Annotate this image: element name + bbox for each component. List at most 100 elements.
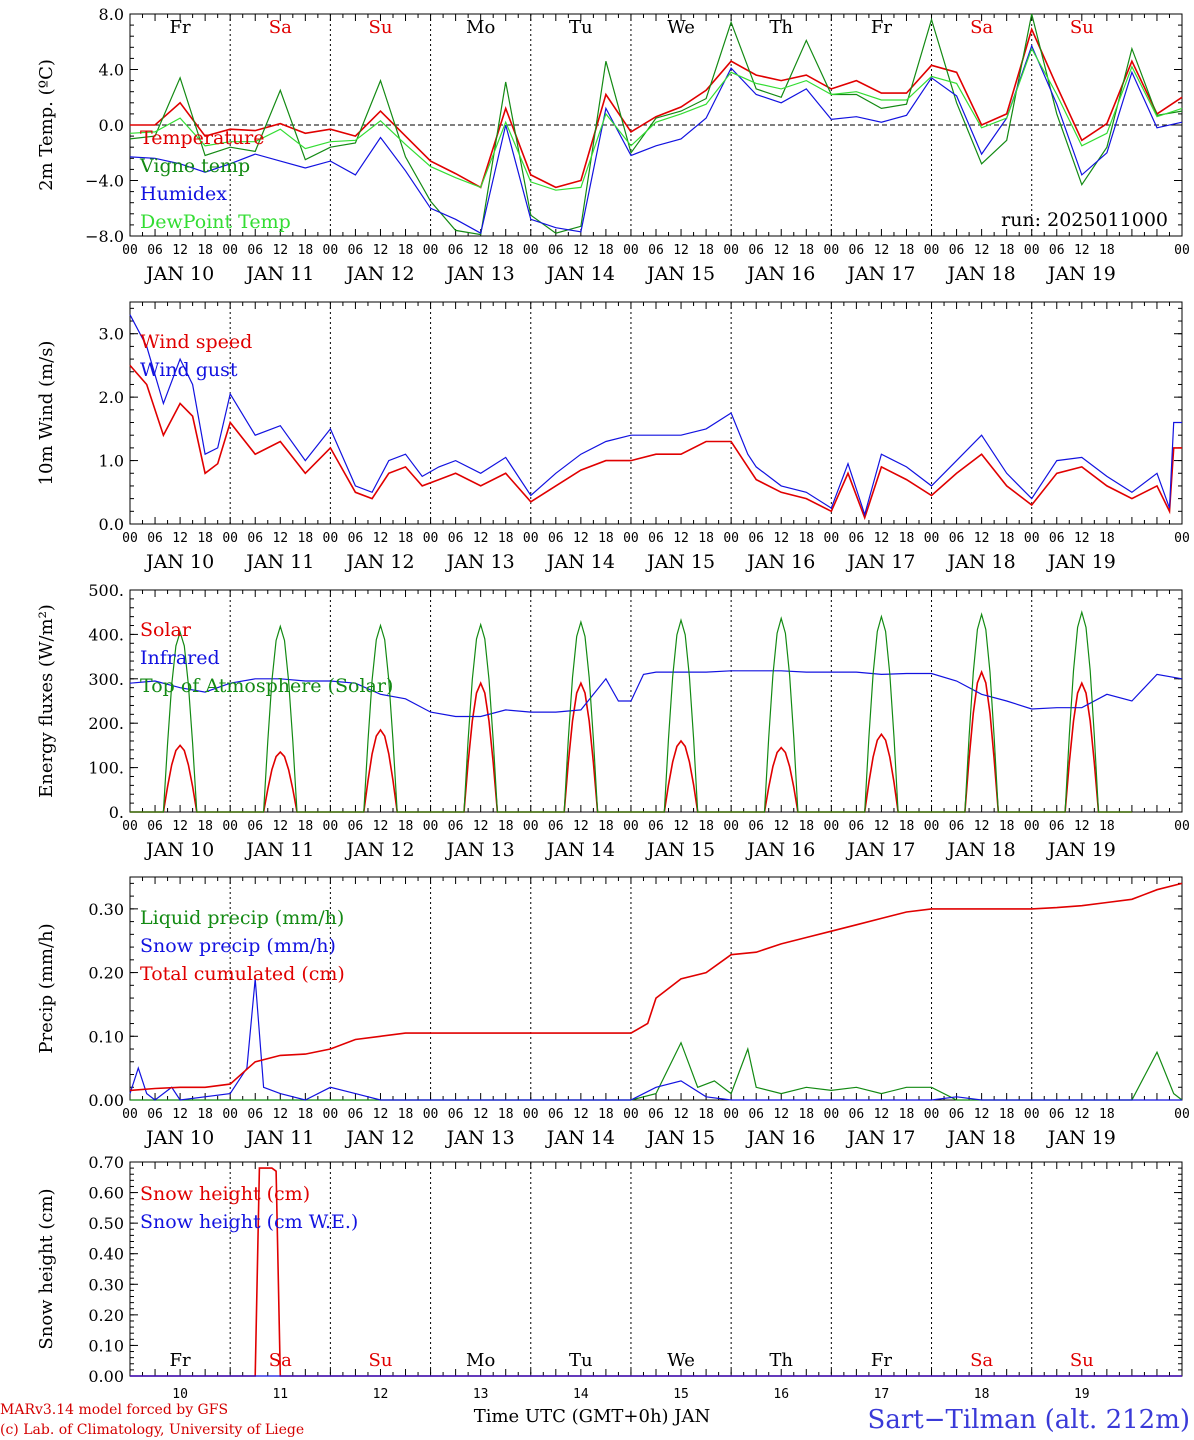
x-day-label: JAN 16 (745, 263, 815, 285)
x-day-label: JAN 12 (344, 263, 414, 285)
x-hour-label: 12 (1074, 531, 1090, 546)
x-day-label: JAN 18 (946, 263, 1016, 285)
x-hour-label: 12 (874, 1107, 890, 1122)
x-day-label: JAN 17 (845, 1127, 915, 1149)
x-hour-label: 00 (1174, 243, 1190, 258)
x-hour-label: 00 (523, 819, 539, 834)
x-hour-label: 06 (748, 819, 764, 834)
x-day-label: JAN 15 (645, 551, 715, 573)
x-hour-label: 06 (247, 243, 263, 258)
x-day-number: 11 (272, 1387, 288, 1402)
legend-entry: Top of Atmosphere (Solar) (140, 675, 393, 697)
x-hour-label: 06 (448, 531, 464, 546)
weekday-label: Sa (269, 17, 292, 38)
x-day-label: JAN 13 (445, 839, 515, 861)
x-hour-label: 12 (473, 1107, 489, 1122)
weekday-label: Tu (569, 1350, 593, 1371)
y-tick-label: 2.0 (99, 388, 124, 407)
x-hour-label: 00 (222, 819, 238, 834)
weekday-label: Th (769, 1350, 793, 1371)
x-hour-label: 00 (423, 531, 439, 546)
x-hour-label: 00 (523, 243, 539, 258)
x-day-number: 14 (573, 1387, 589, 1402)
x-hour-label: 00 (824, 1107, 840, 1122)
x-hour-label: 06 (1049, 243, 1065, 258)
y-tick-label: 200. (88, 714, 124, 733)
y-axis-label: Precip (mm/h) (36, 923, 57, 1053)
legend-entry: Wind speed (140, 331, 252, 353)
x-hour-label: 18 (498, 531, 514, 546)
series-line-wind-speed (129, 364, 1182, 521)
x-hour-label: 00 (122, 1107, 138, 1122)
x-hour-label: 12 (373, 819, 389, 834)
x-hour-label: 18 (598, 1107, 614, 1122)
x-hour-label: 12 (773, 531, 789, 546)
x-hour-label: 18 (398, 819, 414, 834)
y-tick-label: 0.0 (99, 116, 124, 135)
x-hour-label: 12 (874, 531, 890, 546)
y-tick-label: 1.0 (99, 452, 124, 471)
legend-entry: Vigne temp (139, 155, 250, 177)
weekday-label: Su (369, 1350, 393, 1371)
series-line-total-cumulated-cm- (129, 882, 1183, 1092)
x-hour-label: 18 (698, 819, 714, 834)
x-hour-label: 12 (172, 531, 188, 546)
x-hour-label: 12 (272, 531, 288, 546)
plot-frame (129, 589, 1183, 813)
weekday-label: We (667, 17, 695, 38)
x-hour-label: 12 (172, 819, 188, 834)
x-hour-label: 18 (899, 243, 915, 258)
x-hour-label: 12 (573, 1107, 589, 1122)
x-hour-label: 18 (598, 819, 614, 834)
x-hour-label: 06 (548, 531, 564, 546)
x-hour-label: 00 (924, 819, 940, 834)
x-day-label: JAN 16 (745, 551, 815, 573)
x-hour-label: 06 (147, 531, 163, 546)
x-hour-label: 18 (1099, 531, 1115, 546)
y-tick-label: 0.10 (88, 1027, 124, 1046)
x-hour-label: 18 (298, 1107, 314, 1122)
weekday-label: Su (369, 17, 393, 38)
series-line-liquid-precip-mm-h- (130, 1041, 1183, 1101)
x-hour-label: 18 (197, 531, 213, 546)
x-day-label: JAN 14 (545, 263, 615, 285)
x-hour-label: 06 (949, 819, 965, 834)
panel-energy: 0. 100. 200. 300. 400. 500. Energy fluxes (W/m… (36, 581, 1190, 861)
x-hour-label: 18 (1099, 1107, 1115, 1122)
x-hour-label: 06 (147, 243, 163, 258)
x-hour-label: 18 (999, 243, 1015, 258)
x-hour-label: 06 (247, 819, 263, 834)
x-day-label: JAN 13 (445, 263, 515, 285)
x-hour-label: 00 (723, 819, 739, 834)
x-hour-label: 06 (1049, 1107, 1065, 1122)
x-hour-label: 06 (949, 531, 965, 546)
x-day-label: JAN 19 (1046, 263, 1116, 285)
x-hour-label: 00 (924, 243, 940, 258)
legend-entry: Total cumulated (cm) (140, 963, 345, 985)
weekday-label: Tu (569, 17, 593, 38)
x-day-number: 10 (172, 1387, 188, 1402)
y-tick-label: 0. (109, 803, 124, 822)
x-hour-label: 12 (272, 243, 288, 258)
x-hour-label: 12 (1074, 243, 1090, 258)
x-hour-label: 06 (448, 243, 464, 258)
panel-precip: 0.00 0.10 0.20 0.30 Precip (mm/h) Liquid prec… (36, 876, 1190, 1149)
x-hour-label: 12 (573, 819, 589, 834)
y-tick-label: 0.0 (99, 515, 124, 534)
x-hour-label: 18 (899, 531, 915, 546)
x-hour-label: 12 (673, 243, 689, 258)
y-tick-label: 0.20 (88, 964, 124, 983)
weekday-label: Su (1070, 17, 1094, 38)
series-line-dewpoint-temp (129, 47, 1183, 191)
x-hour-label: 18 (598, 243, 614, 258)
weekday-label: Mo (466, 17, 495, 38)
x-hour-label: 00 (623, 1107, 639, 1122)
x-hour-label: 18 (798, 243, 814, 258)
x-hour-label: 06 (548, 819, 564, 834)
y-tick-label: 0.00 (88, 1367, 124, 1386)
x-hour-label: 12 (974, 531, 990, 546)
x-hour-label: 06 (1049, 819, 1065, 834)
x-hour-label: 18 (498, 243, 514, 258)
x-hour-label: 18 (798, 531, 814, 546)
panel-temp: −8.0 −4.0 0.0 4.0 8.0 2m Temp. (ºC) Temperatur… (36, 5, 1190, 285)
